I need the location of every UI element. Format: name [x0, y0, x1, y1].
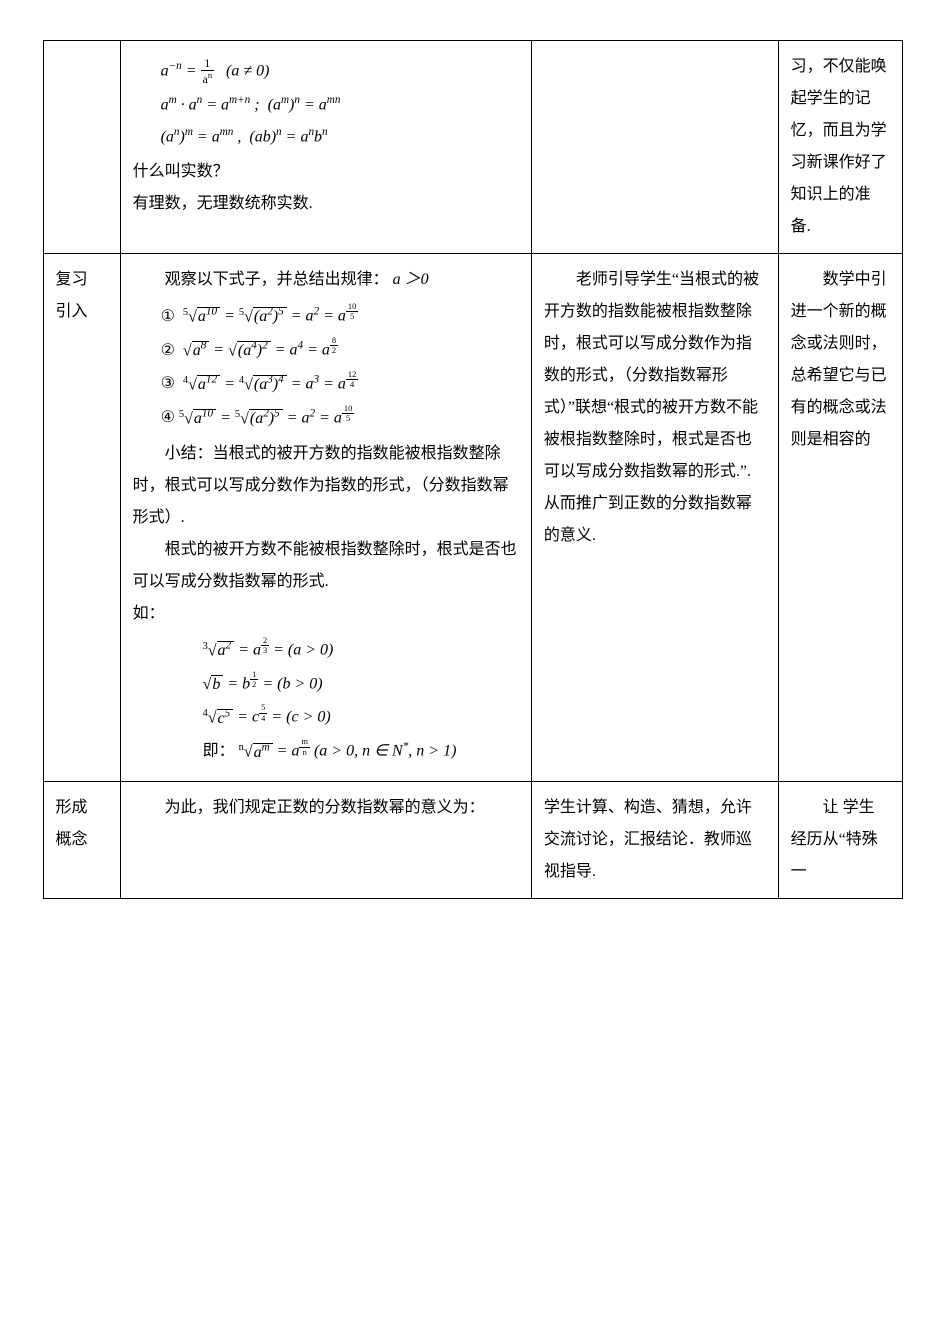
cell-content-2: 观察以下式子，并总结出规律： a ＞0 ① 5√a10 = 5√(a2)5 = … — [120, 254, 531, 782]
example-c: 4√c5 = c54 = (c > 0) — [203, 703, 519, 731]
content-text-3: 为此，我们规定正数的分数指数幂的意义为： — [133, 792, 519, 824]
example-2: ② √a8 = √(a4)2 = a4 = a82 — [161, 336, 519, 364]
purpose-text-2: 数学中引进一个新的概念或法则时，总希望它与已有的概念或法则是相容的 — [791, 264, 890, 456]
example-a: 3√a2 = a23 = (a > 0) — [203, 636, 519, 664]
formula-product-power: am · an = am+n ; (am)n = amn — [161, 92, 519, 118]
intro-cond: a ＞0 — [393, 271, 429, 288]
followup-text-2: 如： — [133, 598, 519, 630]
stage-label-a: 复习 — [56, 271, 88, 288]
cell-content-3: 为此，我们规定正数的分数指数幂的意义为： — [120, 782, 531, 899]
cell-stage-3: 形成 概念 — [43, 782, 120, 899]
stage-label-b: 概念 — [56, 831, 88, 848]
example-b: √b = b12 = (b > 0) — [203, 670, 519, 698]
lesson-table: a−n = 1an (a ≠ 0) am · an = am+n ; (am)n… — [43, 40, 903, 899]
example-general: 即： n√am = amn (a > 0, n ∈ N*, n > 1) — [203, 737, 519, 765]
cell-activity-3: 学生计算、构造、猜想，允许交流讨论，汇报结论．教师巡视指导. — [531, 782, 778, 899]
intro-text: 观察以下式子，并总结出规律： a ＞0 — [133, 264, 519, 296]
example-3: ③ 4√a12 = 4√(a3)4 = a3 = a124 — [161, 370, 519, 398]
formula-power-power: (an)m = amn , (ab)n = anbn — [161, 124, 519, 150]
example-4: ④ 5√a10 = 5√(a2)5 = a2 = a105 — [161, 404, 519, 432]
cell-stage-1 — [43, 41, 120, 254]
cell-stage-2: 复习 引入 — [43, 254, 120, 782]
summary-text: 小结：当根式的被开方数的指数能被根指数整除时，根式可以写成分数作为指数的形式，（… — [133, 438, 519, 534]
cell-content-1: a−n = 1an (a ≠ 0) am · an = am+n ; (am)n… — [120, 41, 531, 254]
stage-label-a: 形成 — [56, 799, 88, 816]
formula-a-neg-n: a−n = 1an (a ≠ 0) — [161, 57, 519, 86]
stage-label-b: 引入 — [56, 303, 88, 320]
cell-activity-1 — [531, 41, 778, 254]
purpose-text-3: 让 学生经历从“特殊一 — [791, 792, 890, 888]
answer-real-number: 有理数，无理数统称实数. — [133, 188, 519, 220]
table-row: a−n = 1an (a ≠ 0) am · an = am+n ; (am)n… — [43, 41, 902, 254]
cell-purpose-1: 习，不仅能唤起学生的记忆，而且为学习新课作好了知识上的准备. — [778, 41, 902, 254]
activity-text-2: 老师引导学生“当根式的被开方数的指数能被根指数整除时，根式可以写成分数作为指数的… — [544, 264, 766, 552]
followup-text-1: 根式的被开方数不能被根指数整除时，根式是否也可以写成分数指数幂的形式. — [133, 534, 519, 598]
cell-purpose-3: 让 学生经历从“特殊一 — [778, 782, 902, 899]
table-row: 复习 引入 观察以下式子，并总结出规律： a ＞0 ① 5√a10 = 5√(a… — [43, 254, 902, 782]
table-row: 形成 概念 为此，我们规定正数的分数指数幂的意义为： 学生计算、构造、猜想，允许… — [43, 782, 902, 899]
cell-purpose-2: 数学中引进一个新的概念或法则时，总希望它与已有的概念或法则是相容的 — [778, 254, 902, 782]
example-1: ① 5√a10 = 5√(a2)5 = a2 = a105 — [161, 302, 519, 330]
intro-prefix: 观察以下式子，并总结出规律： — [165, 271, 389, 288]
question-real-number: 什么叫实数？ — [133, 156, 519, 188]
cell-activity-2: 老师引导学生“当根式的被开方数的指数能被根指数整除时，根式可以写成分数作为指数的… — [531, 254, 778, 782]
